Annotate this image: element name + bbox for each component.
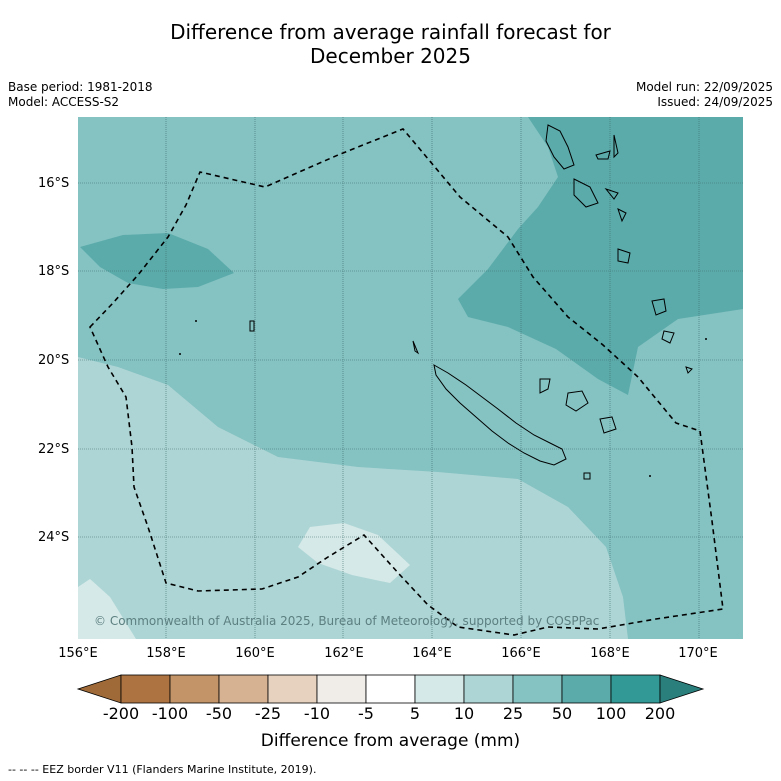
- lifou-island: [565, 390, 589, 412]
- epi-island: [617, 208, 627, 223]
- colorbar-segment: [218, 674, 269, 704]
- lon-label: 162°E: [324, 646, 364, 661]
- islet-dot-2: [179, 353, 181, 355]
- meta-left: Base period: 1981-2018 Model: ACCESS-S2: [8, 80, 153, 110]
- ambrym-island: [604, 187, 619, 200]
- colorbar-tick-label: 25: [502, 704, 524, 723]
- aneityum-island: [685, 366, 693, 374]
- colorbar-tick-label: -50: [205, 704, 233, 723]
- graticule: [78, 117, 743, 639]
- pentecost-island: [595, 150, 611, 160]
- issued-date: Issued: 24/09/2025: [657, 95, 773, 109]
- colorbar-segment: [316, 674, 367, 704]
- title-line-1: Difference from average rainfall forecas…: [170, 20, 611, 44]
- copyright-notice: © Commonwealth of Australia 2025, Bureau…: [94, 614, 600, 628]
- chart-title: Difference from average rainfall forecas…: [0, 20, 781, 68]
- chesterfield-islet: [249, 320, 255, 332]
- base-period: Base period: 1981-2018: [8, 80, 153, 94]
- lat-label: 24°S: [38, 530, 70, 545]
- model-name: Model: ACCESS-S2: [8, 95, 120, 109]
- model-run: Model run: 22/09/2025: [635, 80, 773, 94]
- erromango-island: [651, 298, 667, 316]
- lat-label: 22°S: [38, 442, 70, 457]
- lat-label: 16°S: [38, 176, 70, 191]
- colorbar-tick-label: 200: [644, 704, 676, 723]
- tanna-island: [661, 330, 675, 344]
- mare-island: [599, 416, 617, 434]
- espiritu-santo: [545, 124, 575, 170]
- map-svg: [78, 117, 743, 639]
- lon-label: 160°E: [235, 646, 275, 661]
- colorbar-tick-label: 5: [409, 704, 421, 723]
- maewo-island: [613, 134, 619, 159]
- meta-right: Model run: 22/09/2025 Issued: 24/09/2025: [636, 80, 773, 110]
- band-5-10-patch: [298, 523, 410, 583]
- lat-label: 20°S: [38, 353, 70, 368]
- eez-legend-note: -- -- -- EEZ border V11 (Flanders Marine…: [8, 763, 317, 776]
- colorbar-segment: [267, 674, 318, 704]
- colorbar-segment: [512, 674, 563, 704]
- colorbar-segment: [120, 674, 171, 704]
- ouvea-island: [539, 378, 551, 394]
- lon-label: 156°E: [58, 646, 98, 661]
- colorbar-tick-label: -200: [102, 704, 140, 723]
- colorbar-extend-high: [659, 674, 705, 704]
- title-line-2: December 2025: [310, 44, 471, 68]
- lon-label: 166°E: [501, 646, 541, 661]
- colorbar-tick-label: -10: [303, 704, 331, 723]
- band-5-10-corner: [78, 579, 136, 639]
- lon-label: 164°E: [412, 646, 452, 661]
- colorbar-tick-label: 100: [595, 704, 627, 723]
- lon-label: 168°E: [590, 646, 630, 661]
- colorbar-extend-low: [76, 674, 122, 704]
- malekula-island: [573, 178, 599, 208]
- colorbar-tick-label: 50: [551, 704, 573, 723]
- isle-of-pines: [583, 472, 591, 480]
- islet-dot-4: [705, 338, 707, 340]
- lat-label: 18°S: [38, 264, 70, 279]
- lon-label: 170°E: [678, 646, 718, 661]
- islet-dot-1: [195, 320, 197, 322]
- islet-dot-3: [649, 475, 651, 477]
- colorbar-tick-label: -100: [151, 704, 189, 723]
- map-panel: [78, 117, 743, 639]
- belep-islands: [412, 340, 420, 355]
- colorbar-segment: [414, 674, 465, 704]
- efate-island: [617, 248, 631, 264]
- band-50-100-west: [80, 233, 234, 289]
- colorbar-tick-label: -5: [358, 704, 374, 723]
- colorbar-tick-label: 10: [453, 704, 475, 723]
- eez-border: [89, 128, 724, 636]
- colorbar-segment: [463, 674, 514, 704]
- band-50-100-east: [458, 117, 743, 395]
- colorbar-title: Difference from average (mm): [260, 731, 521, 751]
- band-10-25-south: [78, 357, 628, 639]
- colorbar-tick-label: -25: [254, 704, 282, 723]
- new-caledonia-coast: [433, 364, 567, 466]
- lon-label: 158°E: [146, 646, 186, 661]
- colorbar: [76, 674, 705, 704]
- colorbar-segment: [610, 674, 661, 704]
- colorbar-segment: [365, 674, 416, 704]
- colorbar-segment: [561, 674, 612, 704]
- colorbar-segment: [169, 674, 220, 704]
